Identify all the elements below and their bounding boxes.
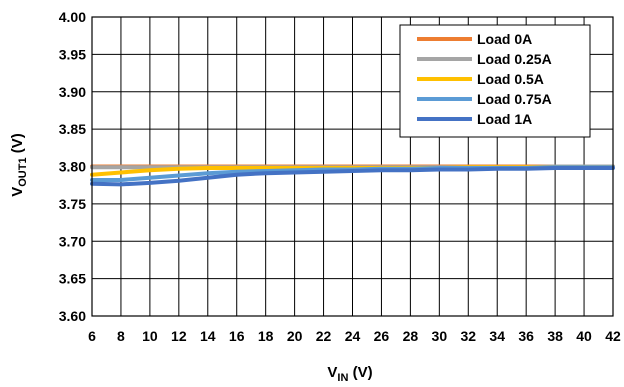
x-tick-label: 20 [287,328,303,344]
x-tick-label: 22 [316,328,332,344]
y-tick-label: 3.70 [59,233,86,249]
legend-label: Load 0.5A [477,71,544,87]
legend-label: Load 0A [477,31,532,47]
x-tick-label: 10 [142,328,158,344]
y-tick-label: 3.75 [59,196,86,212]
legend-label: Load 1A [477,111,532,127]
x-tick-label: 36 [518,328,534,344]
x-tick-label: 6 [88,328,96,344]
legend-label: Load 0.75A [477,91,552,107]
x-tick-label: 38 [547,328,563,344]
series-line-4 [90,166,615,187]
x-tick-labels: 6 8 10 12 14 16 18 20 22 24 26 28 30 32 34 36 38 40 42 [88,328,621,344]
x-tick-label: 42 [605,328,621,344]
x-tick-label: 18 [258,328,274,344]
legend-label: Load 0.25A [477,51,552,67]
y-axis-label-sub: OUT1 [17,157,29,186]
x-tick-label: 14 [200,328,216,344]
x-tick-label: 24 [345,328,361,344]
x-tick-label: 12 [171,328,187,344]
x-tick-label: 32 [460,328,476,344]
plot-frame [91,16,614,317]
series-group [90,164,615,187]
x-tick-label: 28 [403,328,419,344]
x-tick-label: 34 [489,328,505,344]
y-tick-label: 3.60 [59,308,86,324]
plot-border [91,16,614,317]
x-tick-label: 16 [229,328,245,344]
y-axis-label-main: V [9,187,26,197]
x-axis-label: VIN (V) [327,364,372,384]
x-tick-label: 30 [432,328,448,344]
x-axis-label-sub: IN [337,372,348,384]
x-tick-label: 8 [117,328,125,344]
y-tick-labels: 3.60 3.65 3.70 3.75 3.80 3.85 3.90 3.95 4.00 [59,9,86,324]
y-tick-label: 3.85 [59,121,86,137]
x-tick-label: 40 [576,328,592,344]
y-tick-label: 3.95 [59,46,86,62]
y-tick-label: 3.65 [59,271,86,287]
legend: Load 0A Load 0.25A Load 0.5A Load 0.75A Load… [399,24,591,138]
x-axis-label-unit: (V) [348,364,372,381]
y-axis-label: VOUT1 (V) [9,133,29,197]
y-axis-label-unit: (V) [9,133,26,157]
x-tick-label: 26 [374,328,390,344]
y-tick-label: 4.00 [59,9,86,25]
y-tick-label: 3.80 [59,159,86,175]
x-axis-label-main: V [327,364,337,381]
y-tick-label: 3.90 [59,84,86,100]
